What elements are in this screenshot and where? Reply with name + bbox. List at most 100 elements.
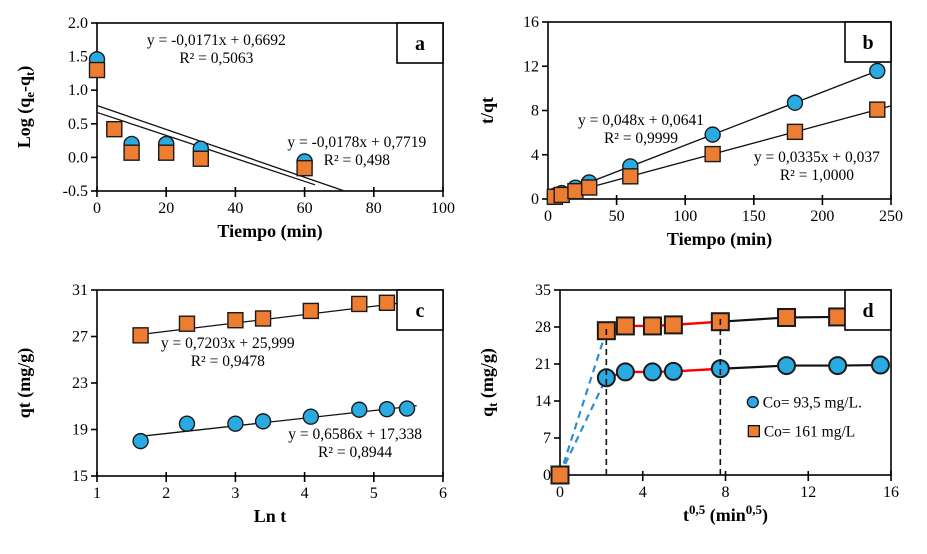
- y-axis-title: Log (qe-qt): [14, 66, 37, 149]
- panel-tag: c: [416, 300, 425, 322]
- panel-b-chart: 0 50 100 150 200 250 0 4 8 12 16 Tiempo (min) t/qt y …: [477, 14, 903, 250]
- x-tick-label: 2: [162, 485, 170, 502]
- panel-tag: d: [862, 300, 873, 322]
- data-point-circle: [642, 362, 662, 382]
- y-tick-label: 28: [535, 319, 551, 336]
- equation-annotation: R² = 0,5063: [179, 50, 253, 67]
- x-axis-title: Tiempo (min): [217, 221, 322, 242]
- trend-line: [134, 405, 417, 438]
- y-tick-label: 1.0: [68, 82, 88, 99]
- y-tick-label: 0.0: [68, 149, 88, 166]
- y-tick-label: 4: [531, 147, 539, 164]
- equation-annotation: y = 0,6586x + 17,338: [288, 426, 422, 443]
- x-tick-label: 100: [673, 208, 697, 225]
- data-point-circle: [351, 401, 368, 418]
- y-tick-label: 14: [535, 393, 551, 410]
- x-tick-label: 60: [297, 200, 313, 217]
- y-axis-title: t/qt: [477, 97, 497, 124]
- data-point-circle: [663, 361, 683, 381]
- equation-annotation: y = -0,0171x + 0,6692: [147, 32, 286, 49]
- data-point-circle: [615, 362, 635, 382]
- data-point-circle: [178, 415, 196, 432]
- data-point-square: [132, 327, 149, 344]
- data-point-square: [642, 316, 662, 336]
- data-point-square: [663, 315, 683, 335]
- data-point-square: [106, 120, 123, 138]
- data-point-square: [704, 145, 721, 163]
- legend-marker-circle: [746, 395, 759, 409]
- y-tick-label: 27: [72, 329, 88, 346]
- data-point-circle: [704, 126, 721, 143]
- x-axis-title: Tiempo (min): [667, 229, 772, 250]
- y-tick-label: 0.5: [68, 116, 88, 133]
- legend-label: Co= 161 mg/L: [764, 424, 855, 441]
- data-point-square: [828, 307, 848, 327]
- data-point-square: [88, 61, 106, 79]
- data-point-square: [567, 182, 584, 200]
- y-tick-label: 21: [535, 356, 551, 373]
- plot-border: [96, 22, 444, 192]
- data-point-circle: [786, 94, 804, 111]
- trend-line: [96, 104, 345, 192]
- y-tick-label: 0: [531, 191, 539, 208]
- legend-marker-square: [747, 424, 760, 438]
- x-tick-label: 80: [366, 200, 382, 217]
- legend-label: Co= 93,5 mg/L.: [763, 395, 862, 412]
- data-point-square: [580, 179, 598, 196]
- data-point-square: [178, 315, 196, 332]
- equation-annotation: y = 0,7203x + 25,999: [161, 335, 295, 352]
- data-point-square: [777, 307, 797, 327]
- data-point-square: [786, 123, 804, 141]
- equation-annotation: y = 0,0335x + 0,037: [754, 149, 880, 166]
- x-tick-label: 250: [879, 208, 903, 225]
- data-point-circle: [132, 432, 149, 450]
- x-tick-label: 200: [810, 208, 834, 225]
- data-point-circle: [828, 356, 848, 376]
- x-tick-label: 8: [722, 484, 730, 501]
- y-tick-label: 8: [531, 103, 539, 120]
- data-point-square: [869, 101, 886, 118]
- data-point-circle: [227, 415, 244, 432]
- x-tick-label: 50: [609, 208, 625, 225]
- y-tick-label: -0.5: [63, 183, 88, 200]
- y-axis-title: qt (mg/g): [14, 348, 35, 419]
- equation-annotation: y = -0,0178x + 0,7719: [287, 134, 426, 151]
- y-tick-label: 2.0: [68, 15, 88, 32]
- y-tick-label: 19: [72, 422, 88, 439]
- x-tick-label: 4: [301, 485, 309, 502]
- x-tick-label: 0: [93, 200, 101, 217]
- y-tick-label: 0: [543, 467, 551, 484]
- panel-tag-box: [844, 21, 892, 63]
- trend-line: [720, 363, 881, 370]
- data-point-square: [157, 144, 175, 161]
- x-tick-label: 1: [93, 485, 101, 502]
- y-tick-label: 1.5: [68, 49, 88, 66]
- y-tick-label: 35: [535, 282, 551, 299]
- equation-annotation: R² = 1,0000: [780, 167, 854, 184]
- x-tick-label: 5: [370, 485, 378, 502]
- y-tick-label: 31: [72, 282, 88, 299]
- data-point-square: [615, 316, 635, 336]
- equation-annotation: y = 0,048x + 0,0641: [578, 112, 704, 129]
- equation-annotation: R² = 0,8944: [318, 444, 392, 461]
- data-point-square: [550, 465, 570, 485]
- x-tick-label: 16: [883, 484, 899, 501]
- y-tick-label: 12: [523, 58, 539, 75]
- data-point-circle: [870, 355, 890, 375]
- data-point-circle: [777, 356, 797, 376]
- data-point-square: [622, 168, 639, 185]
- data-point-circle: [378, 400, 396, 418]
- y-tick-label: 16: [523, 14, 539, 31]
- data-point-square: [553, 186, 570, 204]
- data-point-square: [254, 310, 272, 327]
- x-tick-label: 3: [231, 485, 239, 502]
- panel-d-chart: 0 4 8 12 16 0 7 14 21 28 35 t0,5 (min0,5) qt (mg/g) C…: [477, 282, 899, 526]
- data-point-circle: [302, 408, 320, 425]
- panel-tag-box: [396, 289, 444, 331]
- panel-tag: a: [415, 33, 425, 55]
- data-point-square: [123, 144, 140, 161]
- data-point-circle: [869, 62, 886, 80]
- x-tick-label: 0: [556, 484, 564, 501]
